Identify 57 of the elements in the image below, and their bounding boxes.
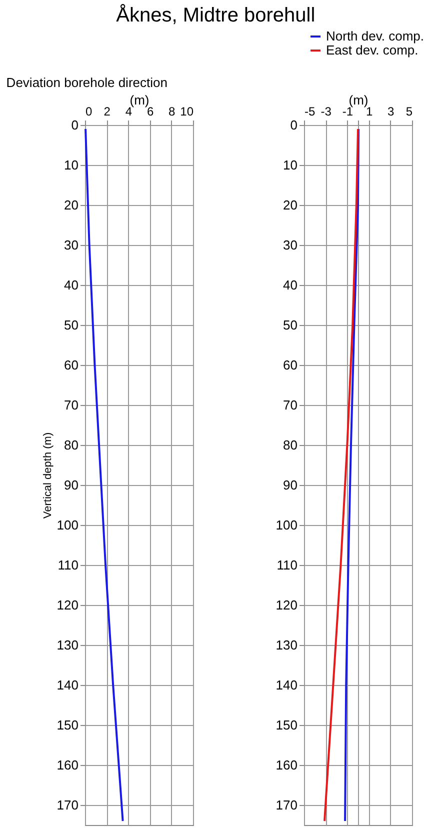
y-tick-label: 70 [283,398,298,412]
y-tick-label: 110 [276,558,298,572]
y-tick-label: 110 [58,558,78,572]
x-tick-label: 6 [146,104,154,118]
y-tick-label: 0 [290,118,298,132]
x-axis-title: (m) [130,92,150,108]
y-tick-label: 20 [64,198,78,212]
chart-title: Åknes, Midtre borehull [116,4,316,26]
y-tick-label: 40 [64,278,78,292]
y-tick-label: 10 [64,158,78,172]
y-tick-label: 100 [276,518,298,532]
chart-subtitle: Deviation borehole direction [6,75,168,90]
y-tick-label: 160 [276,758,298,772]
y-tick-label: 50 [64,318,78,332]
y-tick-label: 30 [283,238,298,252]
y-tick-label: 100 [56,518,78,532]
x-tick-label: -3 [320,104,332,118]
y-tick-label: 0 [71,118,78,132]
x-tick-label: 1 [366,104,373,118]
x-tick-label: 5 [406,104,413,118]
x-tick-label: 10 [180,104,194,118]
y-tick-label: 90 [283,478,298,492]
x-tick-label: 4 [125,104,132,118]
x-tick-label: 3 [388,104,395,118]
x-tick-label: 0 [86,104,92,118]
y-tick-label: 130 [56,638,78,652]
y-tick-label: 80 [64,438,78,452]
y-tick-label: 120 [276,598,298,612]
y-tick-label: 70 [64,398,78,412]
y-tick-label: 80 [283,438,298,452]
y-tick-label: 120 [56,598,78,612]
y-tick-label: 60 [64,358,78,372]
x-tick-label: -5 [304,104,316,118]
y-tick-label: 50 [283,318,298,332]
y-tick-label: 20 [283,198,298,212]
y-tick-label: 10 [283,158,298,172]
legend-label: North dev. comp. [326,28,424,44]
y-tick-label: 130 [276,638,298,652]
y-tick-label: 30 [64,238,78,252]
x-axis-title: (m) [348,92,368,108]
y-tick-label: 140 [56,678,78,692]
line-series [344,128,360,822]
y-tick-label: 40 [283,278,298,292]
y-axis-title: Vertical depth (m) [42,432,54,519]
y-tick-label: 90 [64,478,78,492]
y-tick-label: 170 [276,798,298,812]
y-tick-label: 150 [56,718,78,732]
y-tick-label: 140 [276,678,298,692]
y-tick-label: 160 [56,758,78,772]
line-series [324,128,359,822]
x-tick-label: 2 [104,104,111,118]
y-tick-label: 170 [56,798,78,812]
x-tick-label: 8 [168,104,176,118]
legend-label: East dev. comp. [326,42,418,58]
y-tick-label: 60 [283,358,298,372]
line-series [84,128,124,822]
y-tick-label: 150 [276,718,298,732]
